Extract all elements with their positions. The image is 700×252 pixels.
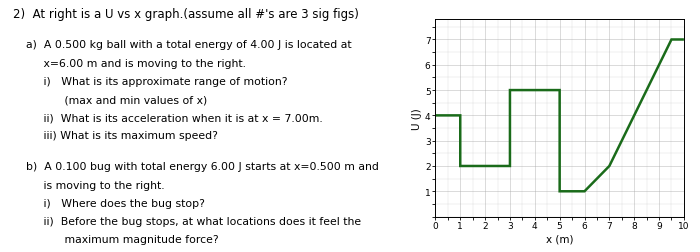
X-axis label: x (m): x (m) xyxy=(546,233,573,243)
Text: maximum magnitude force?: maximum magnitude force? xyxy=(26,234,218,244)
Text: (max and min values of x): (max and min values of x) xyxy=(26,95,207,105)
Text: ii)  What is its acceleration when it is at x = 7.00m.: ii) What is its acceleration when it is … xyxy=(26,113,323,123)
Text: iii) What is its maximum speed?: iii) What is its maximum speed? xyxy=(26,131,218,141)
Text: ii)  Before the bug stops, at what locations does it feel the: ii) Before the bug stops, at what locati… xyxy=(26,216,361,226)
Y-axis label: U (J): U (J) xyxy=(412,108,422,129)
Text: i)   What is its approximate range of motion?: i) What is its approximate range of moti… xyxy=(26,77,287,86)
Text: 2)  At right is a U vs x graph.(assume all #'s are 3 sig figs): 2) At right is a U vs x graph.(assume al… xyxy=(13,8,359,20)
Text: is moving to the right.: is moving to the right. xyxy=(26,180,164,190)
Text: x=6.00 m and is moving to the right.: x=6.00 m and is moving to the right. xyxy=(26,58,246,68)
Text: a)  A 0.500 kg ball with a total energy of 4.00 J is located at: a) A 0.500 kg ball with a total energy o… xyxy=(26,40,351,50)
Text: i)   Where does the bug stop?: i) Where does the bug stop? xyxy=(26,198,204,208)
Text: b)  A 0.100 bug with total energy 6.00 J starts at x=0.500 m and: b) A 0.100 bug with total energy 6.00 J … xyxy=(26,162,379,172)
